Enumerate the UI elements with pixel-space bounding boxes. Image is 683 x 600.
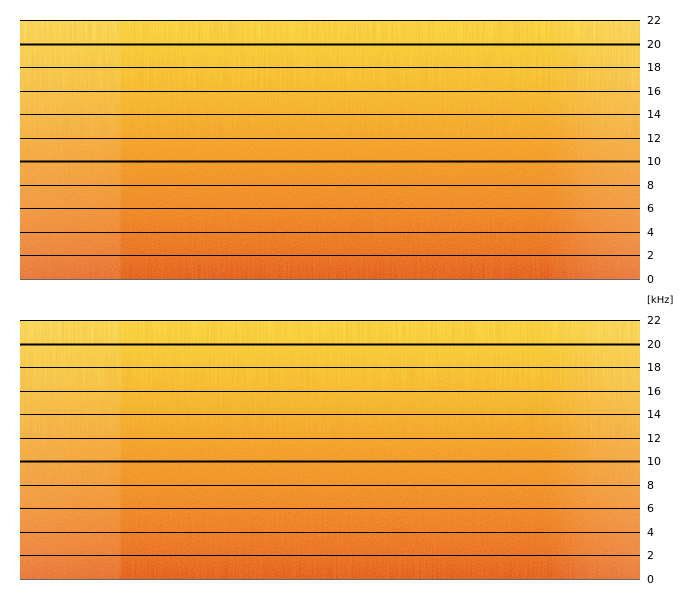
y-tick-label-14: 14 (647, 408, 661, 421)
y-tick-label-2: 2 (647, 549, 654, 562)
y-tick-label-16: 16 (647, 85, 661, 98)
y-tick-label-0: 0 (647, 573, 654, 586)
y-tick-label-6: 6 (647, 502, 654, 515)
y-tick-label-22: 22 (647, 314, 661, 327)
y-tick-label-18: 18 (647, 361, 661, 374)
y-tick-label-8: 8 (647, 479, 654, 492)
y-tick-label-18: 18 (647, 61, 661, 74)
y-tick-label-2: 2 (647, 249, 654, 262)
y-tick-label-6: 6 (647, 202, 654, 215)
frequency-unit-label: [kHz] (647, 295, 673, 306)
y-tick-label-20: 20 (647, 38, 661, 51)
y-tick-label-10: 10 (647, 455, 661, 468)
y-tick-label-12: 12 (647, 432, 661, 445)
y-tick-label-10: 10 (647, 155, 661, 168)
y-tick-label-0: 0 (647, 273, 654, 286)
y-tick-label-22: 22 (647, 14, 661, 27)
spectrogram-speckle (20, 320, 640, 579)
y-tick-label-8: 8 (647, 179, 654, 192)
y-tick-label-12: 12 (647, 132, 661, 145)
spectrogram-channel-2: 0 2 4 6 8 10 12 14 16 18 20 22 (20, 314, 661, 586)
y-tick-label-16: 16 (647, 385, 661, 398)
y-tick-label-14: 14 (647, 108, 661, 121)
spectrogram-speckle (20, 20, 640, 279)
y-tick-label-20: 20 (647, 338, 661, 351)
y-tick-label-4: 4 (647, 226, 654, 239)
spectrogram-channel-1: 0 2 4 6 8 10 12 14 16 18 20 22 (20, 14, 661, 286)
y-tick-label-4: 4 (647, 526, 654, 539)
